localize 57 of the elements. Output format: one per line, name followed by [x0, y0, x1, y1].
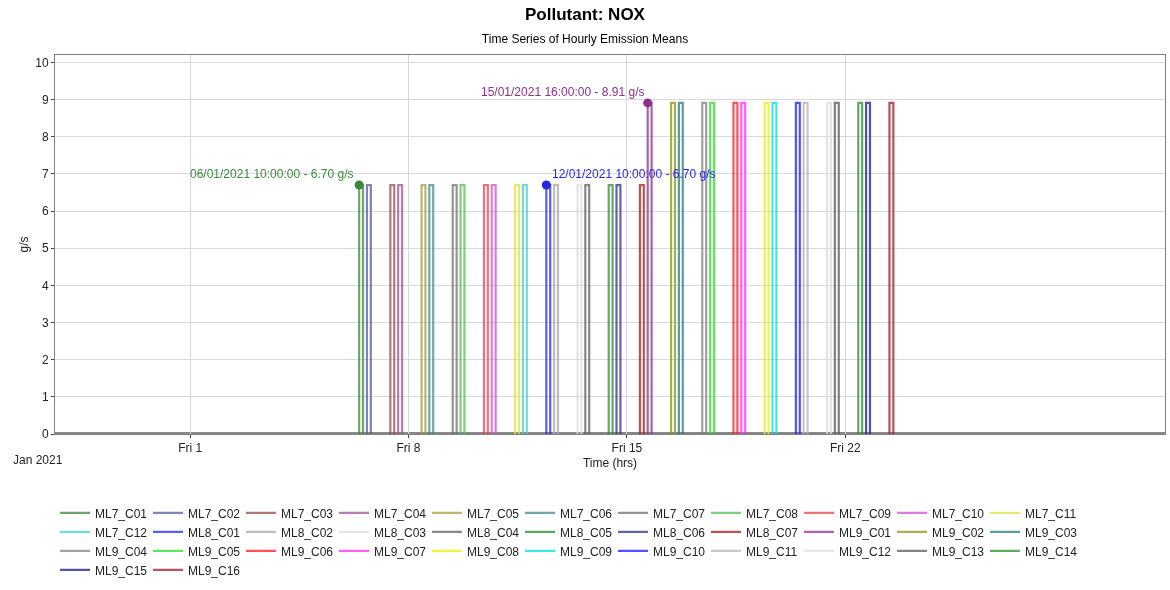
chart-title: Pollutant: NOX — [525, 5, 646, 25]
legend-label: ML8_C04 — [467, 525, 520, 540]
legend-label: ML8_C06 — [653, 525, 706, 540]
y-tick-label: 7 — [41, 167, 49, 182]
legend-label: ML9_C13 — [932, 544, 985, 559]
y-axis-title: g/s — [16, 236, 31, 253]
legend-label: ML9_C02 — [932, 525, 985, 540]
legend-label: ML7_C12 — [95, 525, 148, 540]
x-tick-label: Fri 22 — [829, 441, 861, 456]
legend-label: ML9_C04 — [95, 544, 148, 559]
legend-label: ML7_C03 — [281, 506, 334, 521]
x-tick-label: Fri 1 — [178, 441, 203, 456]
legend-label: ML9_C07 — [374, 544, 427, 559]
y-tick-label: 4 — [41, 278, 49, 293]
legend-label: ML9_C11 — [746, 544, 798, 559]
y-tick-label: 8 — [41, 129, 49, 144]
legend-label: ML8_C03 — [374, 525, 427, 540]
legend-label: ML9_C08 — [467, 544, 520, 559]
legend-label: ML9_C15 — [95, 563, 148, 578]
legend-label: ML9_C03 — [1025, 525, 1078, 540]
annotation: 06/01/2021 10:00:00 - 6.70 g/s — [190, 167, 354, 181]
y-tick-label: 3 — [41, 315, 49, 330]
x-tick-label: Fri 15 — [611, 441, 643, 456]
legend-label: ML7_C05 — [467, 506, 520, 521]
chart-subtitle: Time Series of Hourly Emission Means — [481, 31, 689, 46]
legend-label: ML7_C10 — [932, 506, 985, 521]
text: Jan 2021 — [13, 453, 63, 467]
legend-label: ML9_C14 — [1025, 544, 1078, 559]
x-tick-label: Fri 8 — [396, 441, 421, 456]
legend-label: ML9_C12 — [839, 544, 892, 559]
legend-label: ML7_C06 — [560, 506, 613, 521]
y-tick-label: 9 — [41, 92, 49, 107]
y-tick-label: 10 — [35, 55, 49, 70]
legend-label: ML9_C06 — [281, 544, 334, 559]
legend-label: ML8_C01 — [188, 525, 241, 540]
legend-label: ML9_C09 — [560, 544, 613, 559]
legend-label: ML7_C02 — [188, 506, 241, 521]
legend-label: ML7_C01 — [95, 506, 148, 521]
y-tick-label: 0 — [41, 427, 49, 442]
legend-label: ML7_C09 — [839, 506, 892, 521]
y-tick-label: 6 — [41, 204, 49, 219]
legend-label: ML8_C05 — [560, 525, 613, 540]
legend-label: ML7_C08 — [746, 506, 799, 521]
y-tick-label: 5 — [41, 241, 49, 256]
x-axis-title: Time (hrs) — [582, 456, 638, 471]
legend-label: ML9_C10 — [653, 544, 706, 559]
legend-label: ML9_C16 — [188, 563, 241, 578]
legend-label: ML9_C05 — [188, 544, 241, 559]
legend-label: ML7_C07 — [653, 506, 706, 521]
annotation: 15/01/2021 16:00:00 - 8.91 g/s — [481, 85, 645, 99]
legend-label: ML7_C11 — [1025, 506, 1077, 521]
y-tick-label: 1 — [41, 390, 49, 405]
legend-label: ML8_C02 — [281, 525, 334, 540]
legend-label: ML8_C07 — [746, 525, 799, 540]
legend-label: ML7_C04 — [374, 506, 427, 521]
y-tick-label: 2 — [41, 352, 49, 367]
legend-label: ML9_C01 — [839, 525, 892, 540]
